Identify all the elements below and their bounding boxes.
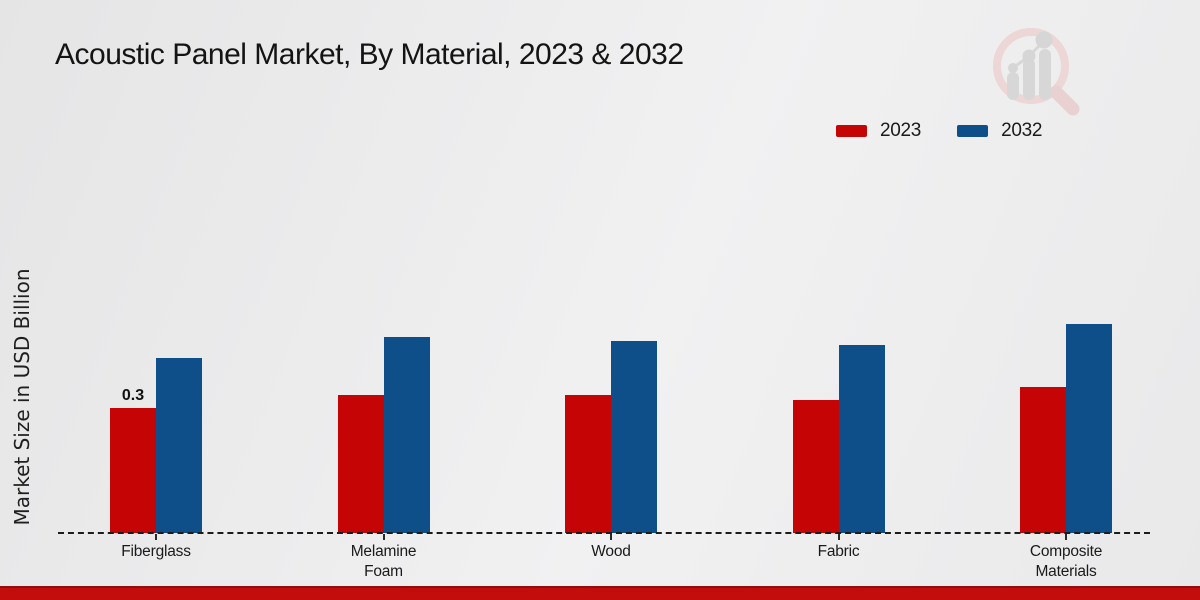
- bar-2023-wood: [565, 395, 611, 533]
- legend-item-2032: 2032: [957, 120, 1042, 142]
- category-label-fabric: Fabric: [817, 543, 860, 560]
- bar-2032-fiberglass: [156, 358, 202, 533]
- bar-2023-fiberglass: [110, 408, 156, 533]
- legend: 2023 2032: [836, 120, 1042, 142]
- legend-swatch: [836, 125, 867, 137]
- logo-dot-large: [1035, 31, 1053, 49]
- x-axis-tick: [837, 534, 840, 540]
- magnifier-ring: [993, 28, 1069, 104]
- bar-2023-fabric: [792, 400, 839, 533]
- category-label-wood: Wood: [591, 543, 631, 560]
- bar-2032-wood: [611, 341, 657, 533]
- bar-2023-composite-materials: [1020, 387, 1066, 533]
- category-label-composite-materials: Composite Materials: [1029, 543, 1103, 580]
- x-axis-tick: [610, 534, 612, 540]
- logo-bar-large: [1039, 49, 1051, 100]
- category-label-melamine-foam: Melamine Foam: [350, 543, 417, 580]
- bar-2032-fabric: [838, 345, 885, 533]
- legend-item-2023: 2023: [836, 120, 921, 142]
- magnifier-handle: [1049, 85, 1080, 116]
- logo-dot-medium: [1022, 49, 1036, 63]
- footer-bar: [0, 586, 1200, 600]
- x-axis-tick: [382, 534, 385, 540]
- chart-title: Acoustic Panel Market, By Material, 2023…: [55, 38, 684, 71]
- x-axis-tick: [155, 534, 157, 540]
- legend-label: 2032: [1001, 120, 1043, 141]
- category-label-fiberglass: Fiberglass: [121, 543, 191, 560]
- bar-2032-melamine-foam: [383, 337, 430, 533]
- legend-label: 2023: [880, 120, 922, 141]
- logo-bar-medium: [1023, 58, 1035, 100]
- x-axis-tick: [1065, 534, 1067, 540]
- bar-value-label: 0.3: [121, 387, 145, 404]
- bar-2032-composite-materials: [1066, 324, 1112, 533]
- bar-2023-melamine-foam: [337, 395, 384, 533]
- logo-bar-small: [1007, 72, 1019, 100]
- x-axis-baseline: [58, 532, 1150, 534]
- logo-dot-small: [1008, 63, 1018, 73]
- magnifier-bar-chart-logo: [993, 28, 1080, 116]
- legend-swatch: [957, 125, 989, 137]
